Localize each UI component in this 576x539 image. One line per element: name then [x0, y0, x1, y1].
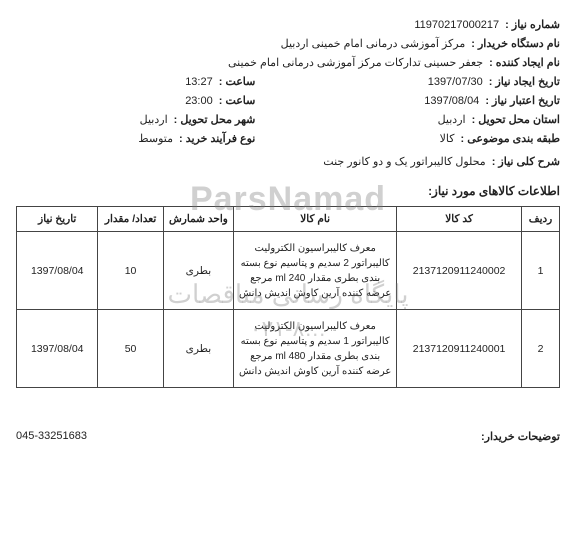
table-row: 2 2137120911240001 معرف کالیبراسیون الکت… — [17, 310, 560, 388]
items-section-title: اطلاعات کالاهای مورد نیاز: — [16, 184, 560, 198]
col-unit: واحد شمارش — [163, 207, 234, 232]
cell-code: 2137120911240001 — [397, 310, 522, 388]
creator-value: جعفر حسینی تدارکات مرکز آموزشی درمانی ام… — [16, 56, 483, 69]
cell-qty: 50 — [98, 310, 163, 388]
need-number-value: 11970217000217 — [16, 19, 499, 31]
summary-label: شرح کلی نیاز : — [492, 155, 560, 168]
create-time-value: 13:27 — [16, 76, 213, 88]
cell-date: 1397/08/04 — [17, 232, 98, 310]
deliver-city-label: شهر محل تحویل : — [174, 113, 256, 126]
deliver-province-value: اردبیل — [255, 113, 465, 126]
cell-code: 2137120911240002 — [397, 232, 522, 310]
creator-row: نام ایجاد کننده : جعفر حسینی تدارکات مرک… — [16, 56, 560, 69]
valid-time-value: 23:00 — [16, 95, 213, 107]
create-date-value: 1397/07/30 — [255, 76, 482, 88]
subject-class-label: طبقه بندی موضوعی : — [461, 132, 560, 145]
col-qty: تعداد/ مقدار — [98, 207, 163, 232]
cell-qty: 10 — [98, 232, 163, 310]
buyer-phone: 045-33251683 — [16, 430, 87, 443]
footer: توضیحات خریدار: 045-33251683 — [16, 430, 560, 443]
cell-row: 2 — [522, 310, 560, 388]
col-row: ردیف — [522, 207, 560, 232]
deliver-province-label: استان محل تحویل : — [472, 113, 560, 126]
valid-time-label: ساعت : — [219, 94, 256, 107]
valid-date-row: تاریخ اعتبار نیاز : 1397/08/04 ساعت : 23… — [16, 94, 560, 107]
need-number-row: شماره نیاز : 11970217000217 — [16, 18, 560, 31]
class-process-row: طبقه بندی موضوعی : کالا نوع فرآیند خرید … — [16, 132, 560, 145]
buyer-org-value: مرکز آموزشی درمانی امام خمینی اردبیل — [16, 37, 465, 50]
items-table: ردیف کد کالا نام کالا واحد شمارش تعداد/ … — [16, 206, 560, 388]
delivery-location-row: استان محل تحویل : اردبیل شهر محل تحویل :… — [16, 113, 560, 126]
col-code: کد کالا — [397, 207, 522, 232]
creator-label: نام ایجاد کننده : — [489, 56, 560, 69]
col-name: نام کالا — [234, 207, 397, 232]
col-date: تاریخ نیاز — [17, 207, 98, 232]
valid-date-label: تاریخ اعتبار نیاز : — [485, 94, 560, 107]
cell-unit: بطری — [163, 232, 234, 310]
create-time-label: ساعت : — [219, 75, 256, 88]
cell-date: 1397/08/04 — [17, 310, 98, 388]
cell-name: معرف کالیبراسیون الکترولیت کالیبراتور 1 … — [234, 310, 397, 388]
create-date-row: تاریخ ایجاد نیاز : 1397/07/30 ساعت : 13:… — [16, 75, 560, 88]
subject-class-value: کالا — [255, 132, 454, 145]
cell-row: 1 — [522, 232, 560, 310]
items-header-row: ردیف کد کالا نام کالا واحد شمارش تعداد/ … — [17, 207, 560, 232]
need-number-label: شماره نیاز : — [505, 18, 560, 31]
buyer-org-label: نام دستگاه خریدار : — [471, 37, 560, 50]
purchase-process-label: نوع فرآیند خرید : — [179, 132, 255, 145]
cell-name: معرف کالیبراسیون الکترولیت کالیبراتور 2 … — [234, 232, 397, 310]
purchase-process-value: متوسط — [16, 132, 173, 145]
create-date-label: تاریخ ایجاد نیاز : — [489, 75, 560, 88]
buyer-notes-label: توضیحات خریدار: — [481, 430, 560, 443]
cell-unit: بطری — [163, 310, 234, 388]
buyer-org-row: نام دستگاه خریدار : مرکز آموزشی درمانی ا… — [16, 37, 560, 50]
valid-date-value: 1397/08/04 — [255, 95, 479, 107]
summary-row: شرح کلی نیاز : محلول کالیبراتور یک و دو … — [16, 155, 560, 168]
deliver-city-value: اردبیل — [16, 113, 168, 126]
summary-value: محلول کالیبراتور یک و دو کانور جنت — [16, 155, 486, 168]
table-row: 1 2137120911240002 معرف کالیبراسیون الکت… — [17, 232, 560, 310]
